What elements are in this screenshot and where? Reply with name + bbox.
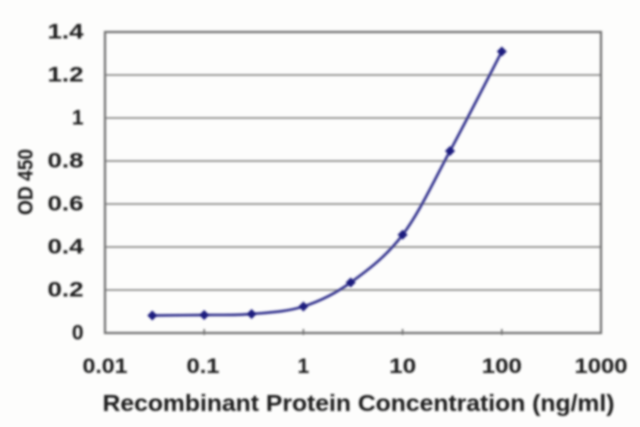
svg-text:100: 100 — [482, 355, 522, 378]
svg-text:1: 1 — [72, 107, 84, 130]
svg-text:0.01: 0.01 — [83, 355, 128, 378]
svg-text:0.1: 0.1 — [187, 355, 220, 378]
svg-text:1.2: 1.2 — [48, 64, 84, 87]
svg-text:1.4: 1.4 — [48, 21, 84, 44]
svg-text:0.2: 0.2 — [48, 279, 84, 302]
svg-text:0.6: 0.6 — [48, 193, 84, 216]
svg-text:Recombinant Protein Concentrat: Recombinant Protein Concentration (ng/ml… — [103, 390, 615, 416]
svg-text:10: 10 — [389, 355, 416, 378]
svg-text:1: 1 — [298, 355, 310, 378]
svg-text:1000: 1000 — [575, 355, 628, 378]
svg-text:0.8: 0.8 — [48, 150, 84, 173]
svg-text:0.4: 0.4 — [48, 236, 84, 259]
svg-text:OD 450: OD 450 — [15, 149, 38, 215]
svg-text:0: 0 — [72, 322, 84, 345]
